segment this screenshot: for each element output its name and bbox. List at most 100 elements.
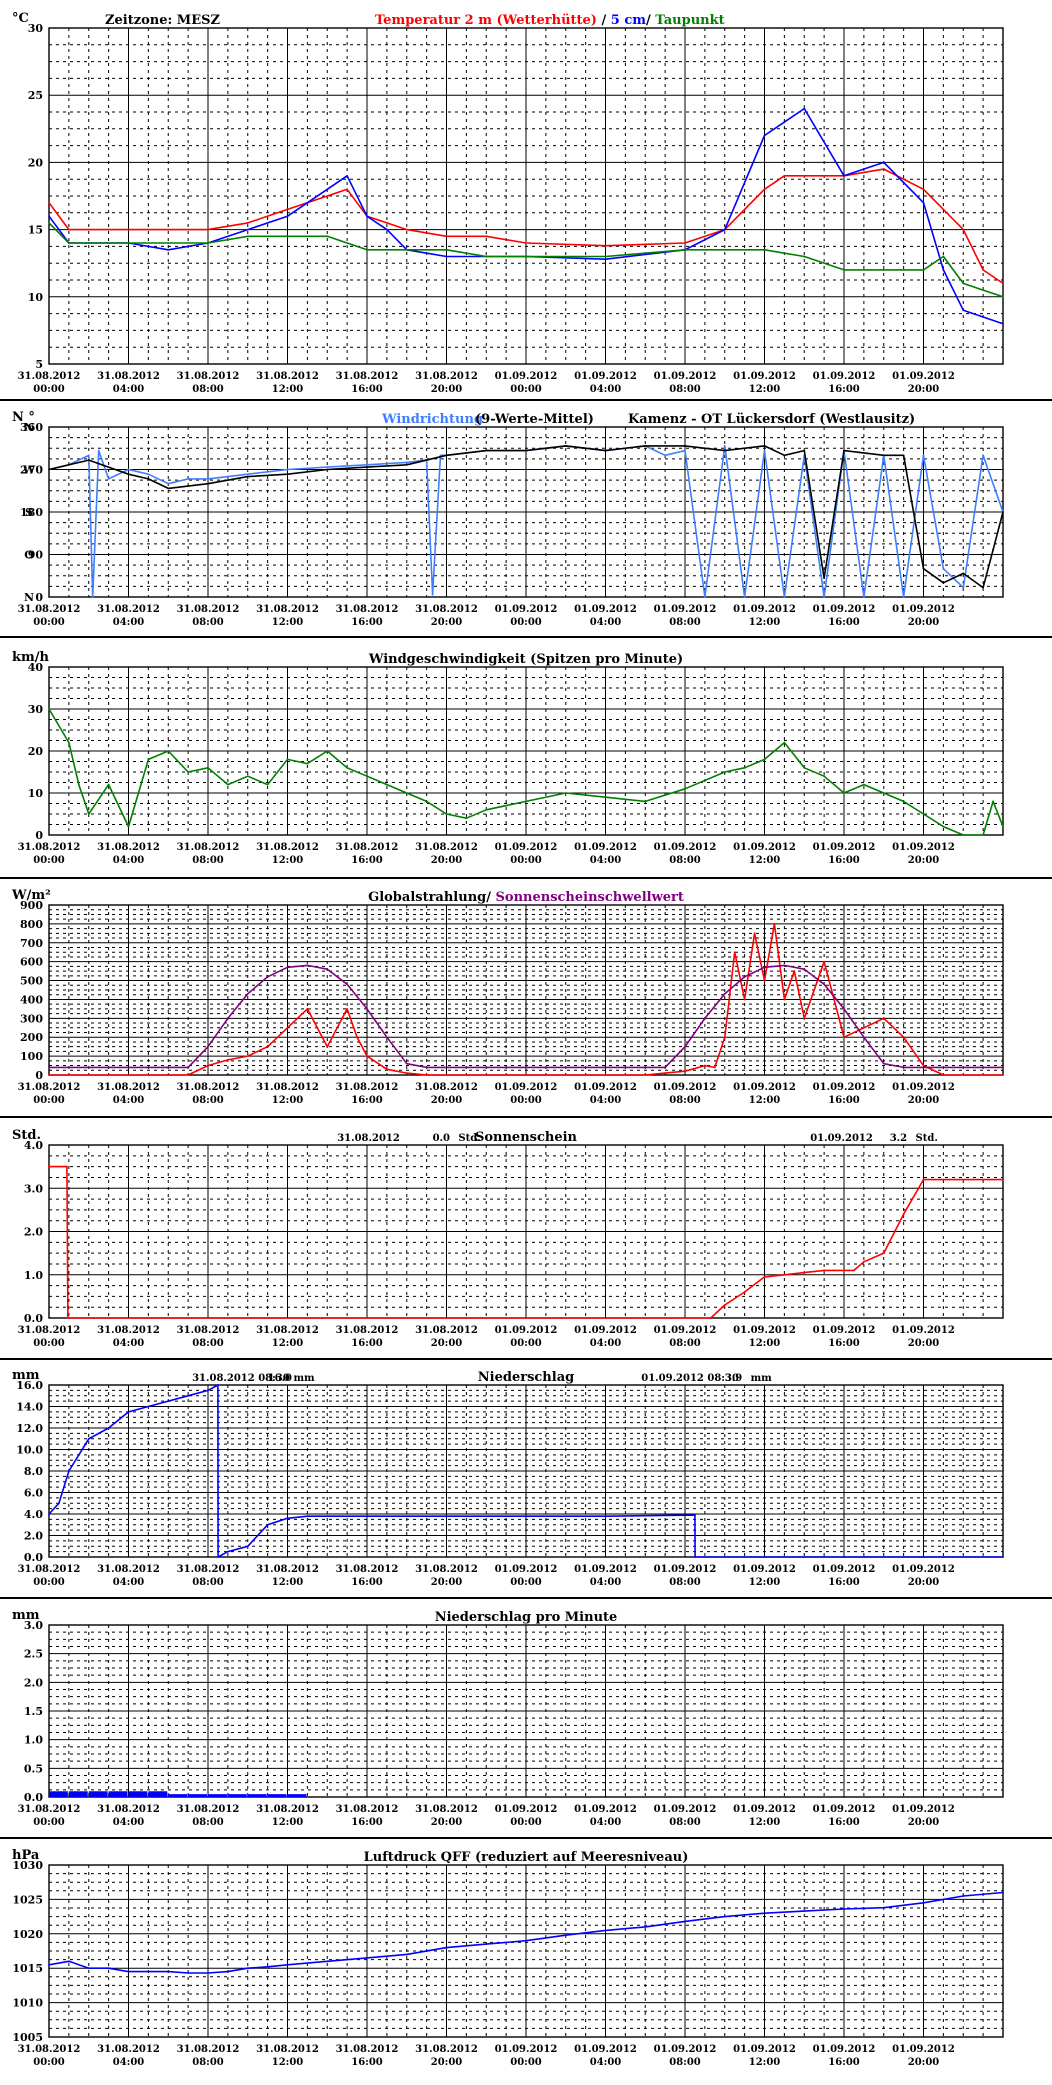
data-point bbox=[763, 188, 766, 191]
x-tick-date: 31.08.2012 bbox=[256, 1564, 319, 1575]
data-point bbox=[91, 596, 94, 598]
x-tick-time: 00:00 bbox=[510, 1095, 542, 1106]
data-point bbox=[1002, 282, 1004, 285]
data-point bbox=[207, 482, 209, 485]
data-point bbox=[326, 468, 329, 471]
x-tick-date: 01.09.2012 bbox=[813, 1564, 876, 1575]
data-point bbox=[485, 808, 488, 811]
y-tick-label: 1030 bbox=[12, 1859, 43, 1872]
data-point bbox=[525, 255, 527, 258]
x-tick-date: 01.09.2012 bbox=[654, 604, 717, 615]
x-tick-date: 01.09.2012 bbox=[892, 2044, 955, 2055]
x-tick-date: 31.08.2012 bbox=[415, 604, 478, 615]
data-point bbox=[445, 235, 448, 238]
series-line-sonnenschein bbox=[49, 1165, 1003, 1319]
data-point bbox=[107, 783, 110, 786]
x-tick-time: 00:00 bbox=[33, 1095, 65, 1106]
chart-title: Windrichtung bbox=[381, 412, 483, 427]
data-point bbox=[167, 1400, 170, 1403]
data-point bbox=[87, 228, 90, 231]
y-tick-label: 1020 bbox=[12, 1928, 43, 1941]
x-tick-time: 08:00 bbox=[669, 2057, 701, 2068]
y-tick-label: 10 bbox=[28, 291, 44, 304]
x-tick-date: 01.09.2012 bbox=[813, 1082, 876, 1093]
x-tick-time: 16:00 bbox=[351, 855, 383, 866]
data-point bbox=[604, 1929, 607, 1932]
data-point bbox=[385, 783, 388, 786]
data-point bbox=[346, 188, 349, 191]
data-point bbox=[207, 478, 209, 480]
data-point bbox=[862, 1026, 865, 1029]
data-point bbox=[147, 758, 150, 761]
series-line-series1 bbox=[48, 445, 1004, 589]
data-point bbox=[385, 1036, 388, 1039]
timezone-label: Zeitzone: MESZ bbox=[105, 13, 220, 28]
x-tick-date: 01.09.2012 bbox=[892, 1082, 955, 1093]
x-tick-time: 20:00 bbox=[908, 1817, 940, 1828]
data-point bbox=[902, 1036, 905, 1039]
x-tick-date: 31.08.2012 bbox=[336, 1804, 399, 1815]
data-point bbox=[485, 1943, 488, 1946]
annotation-label: 3.9 bbox=[725, 1373, 742, 1384]
x-tick-date: 01.09.2012 bbox=[813, 1804, 876, 1815]
x-tick-time: 00:00 bbox=[510, 384, 542, 395]
compass-label: S bbox=[25, 506, 33, 519]
x-tick-date: 01.09.2012 bbox=[574, 842, 637, 853]
data-point bbox=[256, 1534, 259, 1537]
data-point bbox=[902, 1213, 905, 1216]
data-point bbox=[217, 1384, 219, 1386]
data-point bbox=[485, 449, 488, 452]
data-point bbox=[246, 228, 249, 231]
data-point bbox=[843, 269, 845, 271]
data-point bbox=[684, 1920, 686, 1923]
data-point bbox=[723, 444, 726, 447]
x-tick-date: 01.09.2012 bbox=[654, 2044, 717, 2055]
annotation-label: Std. bbox=[916, 1133, 938, 1144]
data-point bbox=[823, 983, 826, 986]
y-tick-label: 4.0 bbox=[24, 1139, 43, 1152]
data-point bbox=[803, 766, 806, 769]
y-tick-label: 180 bbox=[20, 506, 43, 519]
x-tick-date: 01.09.2012 bbox=[654, 1082, 717, 1093]
x-tick-date: 31.08.2012 bbox=[415, 1082, 478, 1093]
data-point bbox=[783, 454, 786, 457]
x-tick-time: 16:00 bbox=[828, 384, 860, 395]
data-point bbox=[286, 1026, 289, 1029]
data-point bbox=[1002, 1178, 1004, 1181]
data-point bbox=[445, 1515, 448, 1518]
title-part: Sonnenscheinschwellwert bbox=[496, 890, 684, 905]
x-tick-date: 31.08.2012 bbox=[336, 1564, 399, 1575]
y-tick-label: 900 bbox=[20, 899, 43, 912]
data-point bbox=[366, 215, 368, 218]
data-point bbox=[147, 478, 150, 480]
data-point bbox=[485, 255, 488, 258]
x-tick-date: 01.09.2012 bbox=[495, 371, 558, 382]
data-point bbox=[713, 1066, 716, 1069]
compass-label: N bbox=[24, 591, 34, 604]
x-tick-date: 31.08.2012 bbox=[177, 604, 240, 615]
x-tick-date: 01.09.2012 bbox=[654, 1564, 717, 1575]
x-tick-date: 01.09.2012 bbox=[574, 1564, 637, 1575]
data-point bbox=[48, 215, 50, 218]
data-point bbox=[942, 581, 945, 584]
annotation-label: mm bbox=[751, 1373, 773, 1384]
data-point bbox=[326, 1045, 329, 1048]
data-point bbox=[962, 586, 965, 589]
y-tick-label: 14.0 bbox=[16, 1401, 43, 1414]
data-point bbox=[763, 1912, 766, 1915]
data-point bbox=[803, 107, 806, 110]
x-tick-date: 31.08.2012 bbox=[97, 2044, 160, 2055]
data-point bbox=[803, 1910, 806, 1912]
x-tick-time: 20:00 bbox=[431, 384, 463, 395]
data-point bbox=[723, 771, 726, 773]
x-tick-time: 04:00 bbox=[590, 384, 622, 395]
y-tick-label: 0.0 bbox=[24, 1551, 43, 1564]
x-tick-date: 01.09.2012 bbox=[574, 1325, 637, 1336]
data-point bbox=[405, 228, 408, 231]
data-point bbox=[694, 1556, 697, 1558]
data-point bbox=[803, 255, 806, 258]
data-point bbox=[882, 792, 885, 794]
